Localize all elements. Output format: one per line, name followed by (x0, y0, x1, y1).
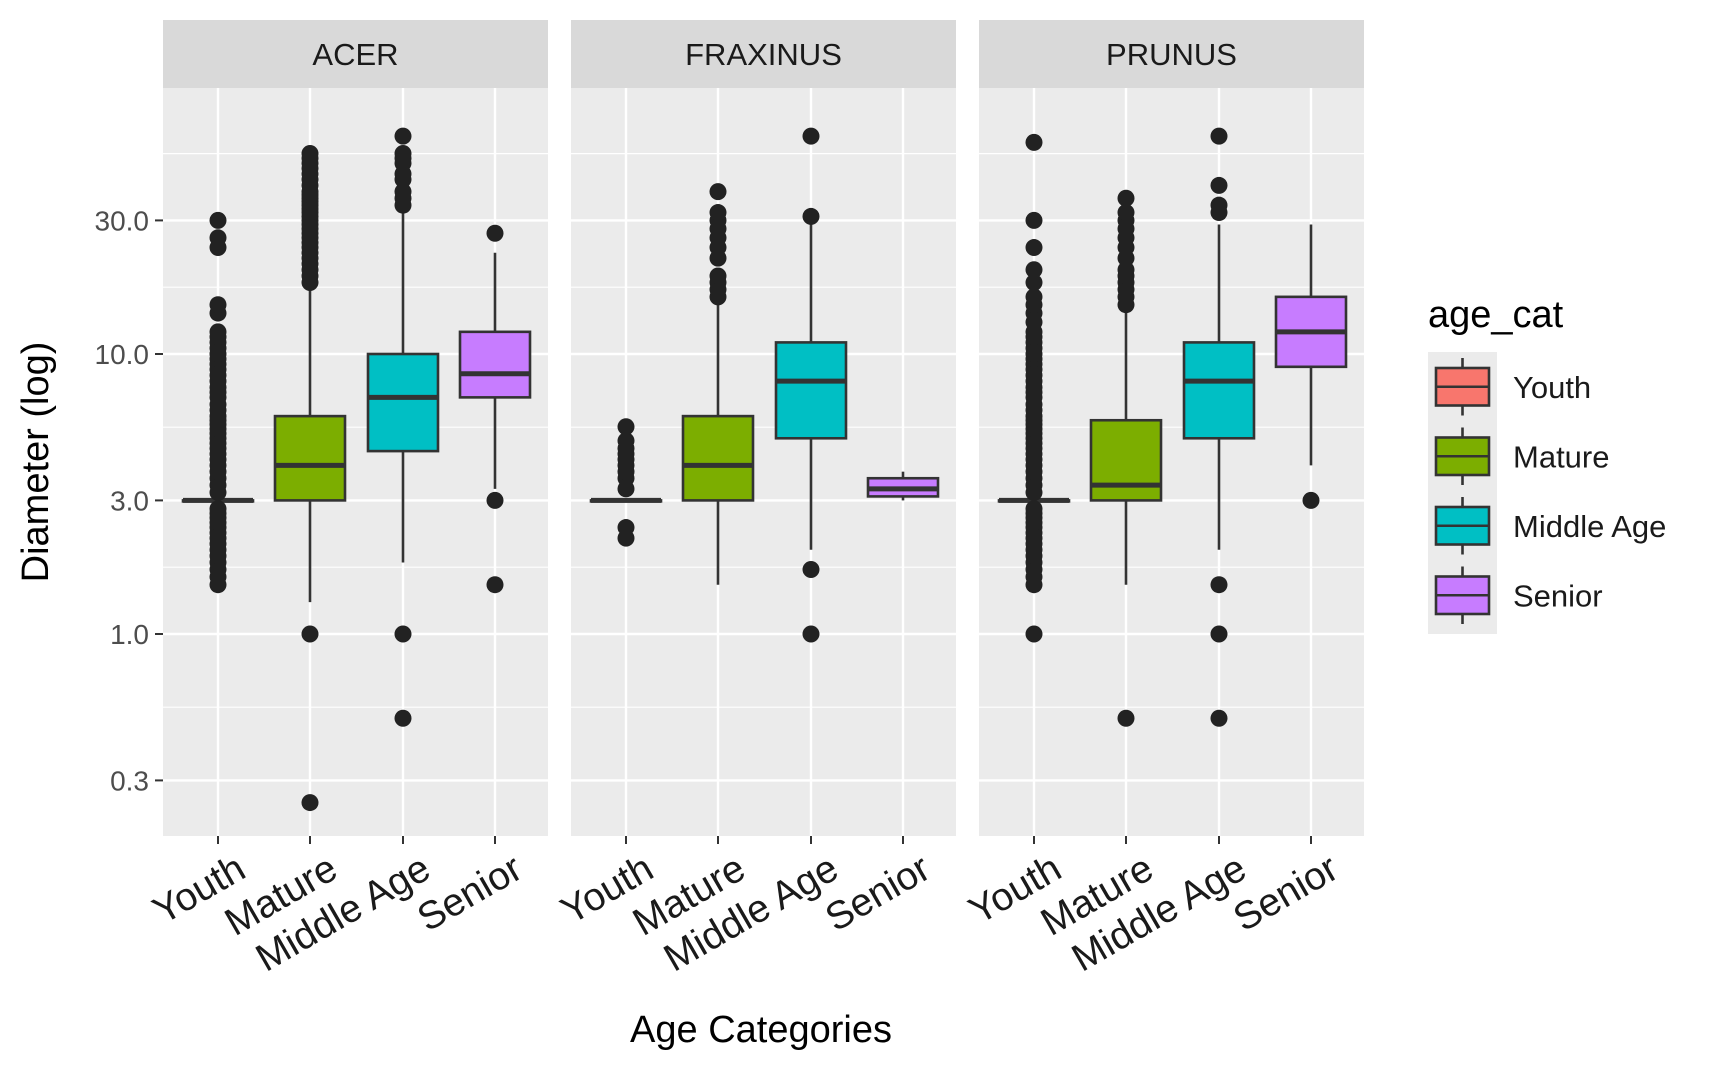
strip-label-prunus: PRUNUS (1106, 37, 1237, 72)
outlier-point (301, 625, 319, 643)
strip-fraxinus (571, 20, 956, 88)
y-tick-label: 0.3 (110, 765, 149, 796)
box-fraxinus-senior (866, 471, 940, 501)
legend-key-mature: Mature (1434, 427, 1609, 485)
box-iqr (366, 352, 440, 453)
outlier-point (301, 794, 319, 812)
outlier-point (1302, 491, 1320, 509)
outlier-point (1025, 239, 1043, 257)
outlier-point (617, 519, 635, 537)
legend-key-youth: Youth (1434, 358, 1591, 416)
strip-acer (163, 20, 548, 88)
box-fraxinus-middle-age (774, 127, 848, 643)
box-prunus-middle-age (1182, 127, 1256, 727)
box-acer-mature (273, 145, 347, 812)
legend: age_cat Youth Mature Middle Age Senior (1428, 294, 1666, 634)
outlier-point (1117, 709, 1135, 727)
strip-label-fraxinus: FRAXINUS (685, 37, 842, 72)
strip-label-acer: ACER (312, 37, 398, 72)
outlier-point (394, 183, 412, 201)
legend-label-youth: Youth (1513, 370, 1591, 405)
outlier-point (1117, 189, 1135, 207)
outlier-point (486, 576, 504, 594)
outlier-point (1117, 204, 1135, 222)
outlier-point (709, 204, 727, 222)
outlier-point (1025, 625, 1043, 643)
outlier-point (802, 207, 820, 225)
outlier-point (1025, 261, 1043, 279)
y-axis: 0.3 1.0 3.0 10.0 30.0 (95, 205, 163, 796)
outlier-point (617, 418, 635, 436)
legend-label-middle-age: Middle Age (1513, 509, 1666, 544)
y-tick-label: 10.0 (95, 339, 150, 370)
box-iqr (1182, 341, 1256, 440)
outlier-point (209, 323, 227, 341)
outlier-point (802, 560, 820, 578)
y-tick-label: 3.0 (110, 485, 149, 516)
box-prunus-youth (997, 133, 1071, 643)
outlier-point (209, 229, 227, 247)
box-iqr (681, 414, 755, 502)
box-prunus-senior (1274, 224, 1348, 509)
legend-key-senior: Senior (1434, 566, 1603, 624)
outlier-point (709, 267, 727, 285)
outlier-point (1210, 576, 1228, 594)
outlier-point (1025, 133, 1043, 151)
outlier-point (802, 127, 820, 145)
outlier-point (394, 709, 412, 727)
outlier-point (1210, 625, 1228, 643)
box-fraxinus-youth (589, 418, 663, 547)
box-iqr (458, 330, 532, 399)
outlier-point (209, 211, 227, 229)
box-iqr (273, 414, 347, 502)
outlier-point (802, 625, 820, 643)
outlier-point (394, 625, 412, 643)
outlier-point (1210, 709, 1228, 727)
box-iqr (1089, 418, 1163, 502)
outlier-point (394, 127, 412, 145)
outlier-point (486, 224, 504, 242)
box-acer-youth (181, 211, 255, 594)
box-acer-senior (458, 224, 532, 594)
box-acer-middle-age (366, 127, 440, 727)
legend-label-senior: Senior (1513, 578, 1603, 613)
box-prunus-mature (1089, 189, 1163, 727)
outlier-point (209, 296, 227, 314)
legend-key-middle-age: Middle Age (1434, 497, 1666, 555)
legend-label-mature: Mature (1513, 439, 1609, 474)
legend-keys: Youth Mature Middle Age Senior (1434, 358, 1666, 624)
outlier-point (1025, 500, 1043, 518)
panel-background-acer (163, 88, 548, 836)
x-axis-title: Age Categories (630, 1009, 892, 1051)
y-axis-title: Diameter (log) (15, 342, 57, 583)
panel-background-fraxinus (571, 88, 956, 836)
strip-prunus (979, 20, 1364, 88)
outlier-point (1025, 211, 1043, 229)
outlier-point (1210, 127, 1228, 145)
box-iqr (774, 341, 848, 440)
legend-title: age_cat (1428, 294, 1564, 336)
y-tick-label: 1.0 (110, 619, 149, 650)
y-tick-label: 30.0 (95, 205, 150, 236)
outlier-point (1025, 274, 1043, 292)
outlier-point (394, 145, 412, 163)
outlier-point (1210, 196, 1228, 214)
outlier-point (209, 500, 227, 518)
outlier-point (617, 432, 635, 450)
outlier-point (1210, 176, 1228, 194)
outlier-point (709, 183, 727, 201)
box-fraxinus-mature (681, 183, 755, 585)
outlier-point (486, 491, 504, 509)
outlier-point (301, 145, 319, 163)
outlier-point (1025, 288, 1043, 306)
panel-background-prunus (979, 88, 1364, 836)
